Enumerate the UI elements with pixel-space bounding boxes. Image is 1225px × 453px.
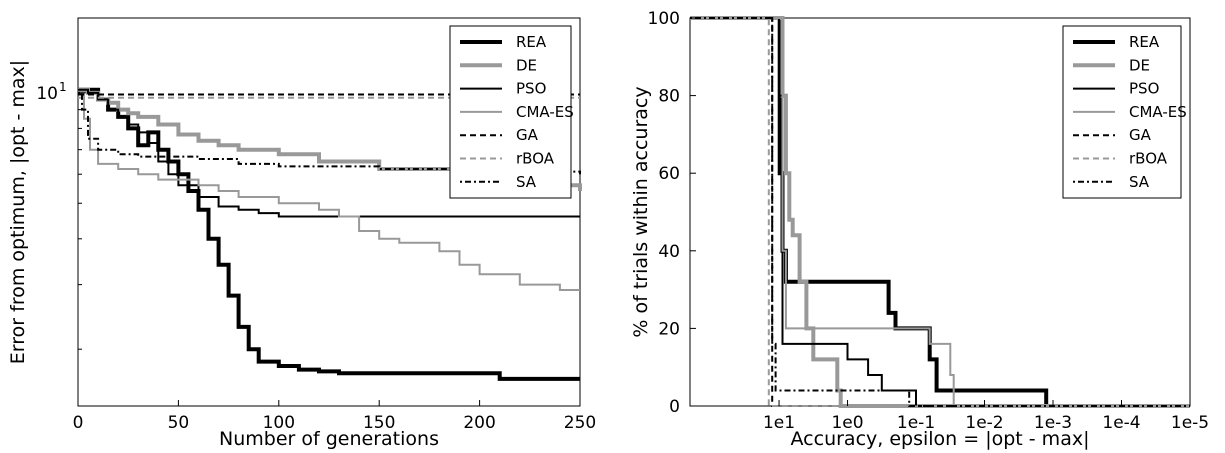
plot-area-frame xyxy=(77,17,581,407)
legend-label-cma-es: CMA-ES xyxy=(1129,103,1187,121)
legend-label-pso: PSO xyxy=(516,80,546,98)
series-line-pso xyxy=(78,88,580,218)
legend-label-de: DE xyxy=(516,56,537,74)
legend-label-de: DE xyxy=(1129,56,1150,74)
x-tick-label: 250 xyxy=(564,413,596,433)
legend-label-rboa: rBOA xyxy=(1129,150,1168,168)
x-tick-label: 1e-3 xyxy=(1034,413,1072,433)
x-tick-label: 1e0 xyxy=(831,413,863,433)
x-tick-label: 1e1 xyxy=(763,413,795,433)
legend-label-cma-es: CMA-ES xyxy=(516,103,574,121)
x-tick-label: 1e-1 xyxy=(897,413,935,433)
legend: REA DE PSO CMA-ES GA rBOA SA xyxy=(449,25,574,199)
tick-layer: 1e1 1e0 1e-1 1e-2 1e-3 1e-4 1e-5 0 20 40 60 80 100 xyxy=(648,9,1210,433)
x-tick-label: 1e-5 xyxy=(1171,413,1209,433)
tick-layer: 0 50 100 150 200 250 10 1 xyxy=(36,80,596,433)
legend: REA DE PSO CMA-ES GA rBOA SA xyxy=(1062,25,1187,199)
chart-right-panel: 1e1 1e0 1e-1 1e-2 1e-3 1e-4 1e-5 0 20 40 60 80 100 A… xyxy=(630,9,1210,450)
y-tick-label: 20 xyxy=(658,319,680,339)
y-tick-label: 60 xyxy=(658,164,680,184)
legend-label-rea: REA xyxy=(1129,33,1160,51)
y-tick-label: 0 xyxy=(669,397,680,417)
series-line-cma-es xyxy=(78,91,580,291)
y-tick-label: 100 xyxy=(648,9,680,29)
legend-label-rea: REA xyxy=(516,33,547,51)
series-line-de xyxy=(690,16,1190,408)
legend-label-ga: GA xyxy=(516,126,539,144)
legend-label-rboa: rBOA xyxy=(516,150,555,168)
series-line-cma-es xyxy=(690,17,1190,407)
y-tick-label: 10 xyxy=(36,84,58,104)
x-axis-title: Accuracy, epsilon = |opt - max| xyxy=(791,428,1090,450)
legend-label-sa: SA xyxy=(1129,173,1150,191)
y-axis-title: % of trials within accuracy xyxy=(630,86,652,337)
y-tick-label: 40 xyxy=(658,242,680,262)
legend-label-sa: SA xyxy=(516,173,537,191)
x-tick-label: 50 xyxy=(168,413,190,433)
y-tick-exponent: 1 xyxy=(59,80,67,94)
y-tick-label: 80 xyxy=(658,87,680,107)
chart-left-panel: 0 50 100 150 200 250 10 1 Number of generations… xyxy=(7,17,596,450)
x-tick-label: 150 xyxy=(363,413,395,433)
y-axis-title: Error from optimum, |opt - max| xyxy=(7,60,29,364)
legend-label-ga: GA xyxy=(1129,126,1152,144)
series-layer xyxy=(78,87,582,381)
legend-label-pso: PSO xyxy=(1129,80,1159,98)
x-tick-label: 200 xyxy=(463,413,495,433)
x-tick-label: 0 xyxy=(73,413,84,433)
x-tick-label: 1e-2 xyxy=(965,413,1003,433)
series-line-sa xyxy=(78,91,581,175)
x-tick-label: 1e-4 xyxy=(1102,413,1140,433)
series-line-sa xyxy=(690,17,1190,407)
x-axis-title: Number of generations xyxy=(219,428,439,450)
x-tick-label: 100 xyxy=(263,413,295,433)
